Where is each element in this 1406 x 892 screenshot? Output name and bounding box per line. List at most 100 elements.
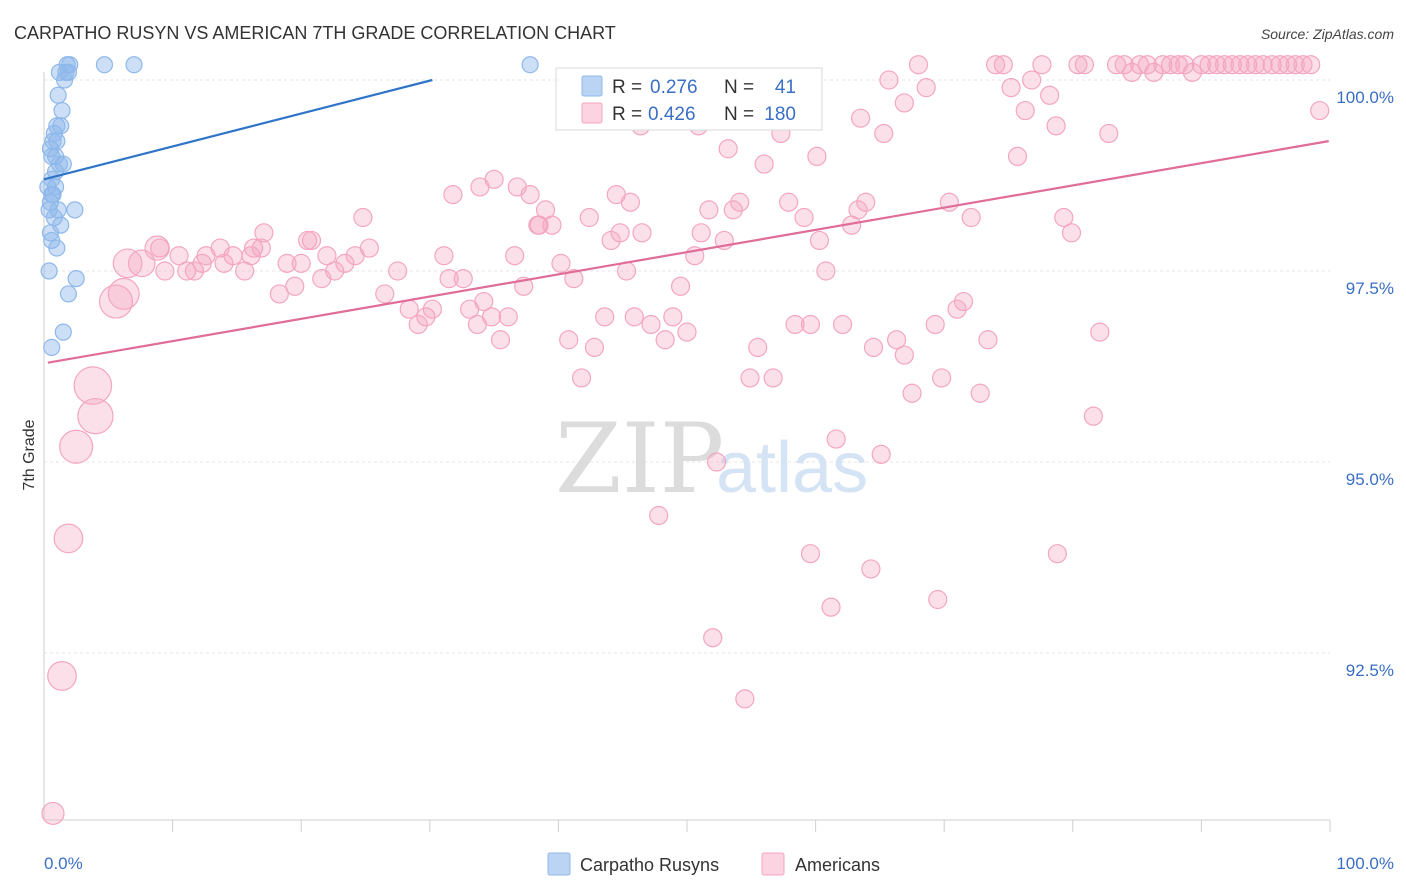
point-americans-135 [1122,62,1142,82]
trend-line-americans [47,140,1329,364]
point-americans-153 [1262,55,1282,75]
point-americans-38 [359,238,379,258]
point-americans-83 [723,200,743,220]
point-americans-88 [763,368,783,388]
point-americans-166 [928,589,948,610]
point-americans-137 [1137,55,1157,75]
point-americans-114 [961,207,981,228]
point-carpatho-rusyns-31 [59,63,78,81]
point-carpatho-rusyns-24 [53,101,71,120]
bottom-legend-swatch-rusyns [547,852,571,876]
point-americans-81 [706,452,727,472]
legend-n-label-americans: N = [724,104,754,125]
point-americans-8 [112,248,143,279]
point-americans-159 [1310,100,1330,121]
point-americans-115 [970,383,990,403]
point-americans-0 [41,801,65,826]
point-americans-127 [1061,223,1082,243]
point-americans-15 [184,261,205,281]
point-carpatho-rusyns-15 [49,201,67,219]
point-carpatho-rusyns-33 [125,56,143,74]
point-americans-172 [529,215,549,235]
y-tick-label-3: 92.5% [1346,661,1394,680]
point-americans-54 [505,246,525,266]
point-americans-71 [632,223,652,243]
point-americans-4 [73,366,113,405]
point-americans-155 [1277,55,1298,75]
point-americans-144 [1191,55,1212,75]
point-americans-167 [1047,544,1067,564]
point-carpatho-rusyns-34 [521,56,539,74]
point-americans-50 [474,291,494,312]
point-carpatho-rusyns-37 [41,140,60,158]
point-americans-149 [1230,55,1250,75]
x-tick-label-left: 0.0% [44,854,83,873]
point-americans-34 [325,261,345,281]
point-americans-174 [620,192,641,212]
point-carpatho-rusyns-39 [52,216,70,234]
point-americans-101 [863,337,884,357]
x-ticks [172,820,1331,832]
point-americans-79 [691,223,711,243]
point-americans-177 [718,139,738,159]
point-americans-11 [150,238,170,258]
point-americans-100 [856,192,876,212]
point-carpatho-rusyns-10 [40,262,58,280]
point-americans-133 [1106,55,1127,75]
point-americans-116 [978,330,998,350]
point-americans-119 [1001,78,1021,98]
point-americans-178 [807,146,827,166]
point-americans-131 [1090,322,1110,342]
point-americans-142 [1175,55,1195,75]
point-americans-65 [584,337,605,357]
point-americans-13 [169,246,189,266]
point-americans-165 [861,559,881,579]
bottom-legend-label-americans: Americans [795,855,880,875]
point-americans-23 [251,238,271,258]
point-americans-5 [77,397,114,435]
point-americans-74 [655,330,675,350]
point-americans-103 [879,70,899,90]
point-americans-123 [1032,55,1052,75]
point-americans-148 [1222,55,1242,75]
point-americans-163 [800,544,821,564]
point-americans-33 [317,246,337,266]
point-americans-161 [703,628,723,648]
point-americans-7 [107,277,140,310]
point-americans-73 [649,505,669,526]
point-carpatho-rusyns-25 [49,86,67,104]
point-americans-66 [595,307,615,327]
point-americans-2 [53,523,84,554]
point-americans-72 [641,314,661,335]
point-americans-76 [670,276,691,296]
y-axis-label: 7th Grade [21,419,38,490]
point-americans-112 [947,299,967,319]
point-carpatho-rusyns-23 [52,117,70,135]
point-americans-129 [1074,55,1094,75]
point-americans-64 [579,207,599,228]
point-americans-93 [800,314,821,335]
point-americans-77 [677,322,697,342]
point-americans-134 [1114,55,1134,75]
point-americans-84 [730,192,750,212]
point-americans-62 [564,269,584,289]
series-carpatho-rusyns [39,56,539,356]
point-americans-40 [388,261,408,281]
point-americans-106 [902,383,922,403]
legend-box: R = 0.276 N = 41 R = 0.426 N = 180 [555,67,823,131]
point-americans-47 [453,269,473,289]
point-americans-146 [1207,55,1227,75]
point-americans-1 [47,661,77,691]
point-carpatho-rusyns-11 [59,285,78,303]
point-americans-53 [498,307,518,327]
gridlines [44,79,1330,654]
point-americans-120 [1007,146,1028,166]
point-americans-139 [1153,55,1173,75]
point-carpatho-rusyns-12 [67,270,85,288]
point-americans-75 [663,307,683,327]
point-americans-130 [1083,406,1103,426]
point-carpatho-rusyns-14 [43,338,61,356]
point-americans-170 [484,169,504,189]
point-americans-147 [1214,55,1235,75]
